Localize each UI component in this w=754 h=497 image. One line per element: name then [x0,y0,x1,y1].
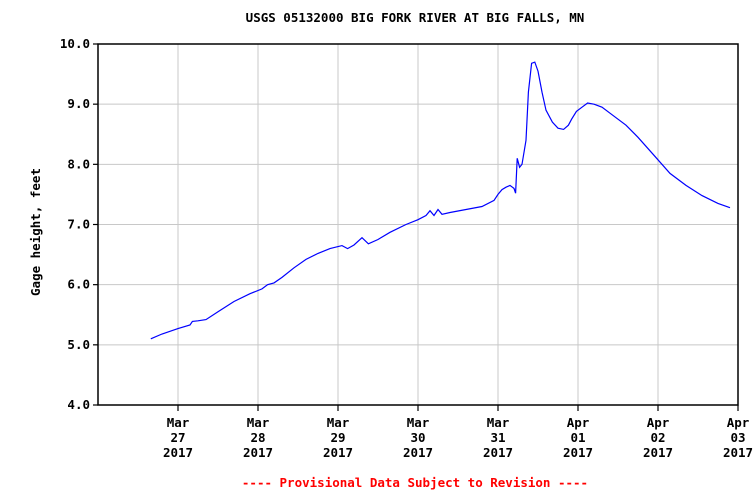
x-tick-label: Mar [487,415,510,430]
x-tick-label: 2017 [163,445,193,460]
x-tick-label: 30 [410,430,425,445]
x-tick-label: 02 [650,430,665,445]
x-tick-label: 2017 [643,445,673,460]
x-tick-label: Mar [407,415,430,430]
y-tick-label: 9.0 [67,96,90,111]
x-tick-label: 28 [250,430,265,445]
x-tick-label: 2017 [243,445,273,460]
x-tick-label: 29 [330,430,345,445]
x-tick-label: Mar [247,415,270,430]
x-tick-label: 2017 [323,445,353,460]
series-line-0 [150,61,731,340]
y-tick-label: 10.0 [60,36,90,51]
x-tick-label: 2017 [563,445,593,460]
x-tick-label: 2017 [723,445,753,460]
x-axis: Mar272017Mar282017Mar292017Mar302017Mar3… [163,405,753,460]
y-tick-label: 5.0 [67,337,90,352]
x-tick-label: 03 [730,430,745,445]
x-tick-label: Apr [567,415,590,430]
y-axis: 4.0 5.0 6.0 7.0 8.0 9.0 10.0 [60,36,98,412]
y-tick-label: 6.0 [67,277,90,292]
x-tick-label: Apr [727,415,750,430]
y-axis-label: Gage height, feet [28,168,43,296]
provisional-footnote: ---- Provisional Data Subject to Revisio… [242,475,588,490]
x-tick-label: Mar [327,415,350,430]
x-tick-label: 2017 [483,445,513,460]
y-tick-label: 7.0 [67,217,90,232]
x-tick-label: Apr [647,415,670,430]
x-tick-label: 2017 [403,445,433,460]
x-tick-label: 31 [490,430,505,445]
x-tick-label: Mar [167,415,190,430]
series-layer [150,61,731,340]
y-tick-label: 8.0 [67,156,90,171]
x-tick-label: 27 [170,430,185,445]
x-tick-label: 01 [570,430,585,445]
y-tick-label: 4.0 [67,397,90,412]
gridlines [98,43,738,406]
chart-title: USGS 05132000 BIG FORK RIVER AT BIG FALL… [246,10,585,25]
